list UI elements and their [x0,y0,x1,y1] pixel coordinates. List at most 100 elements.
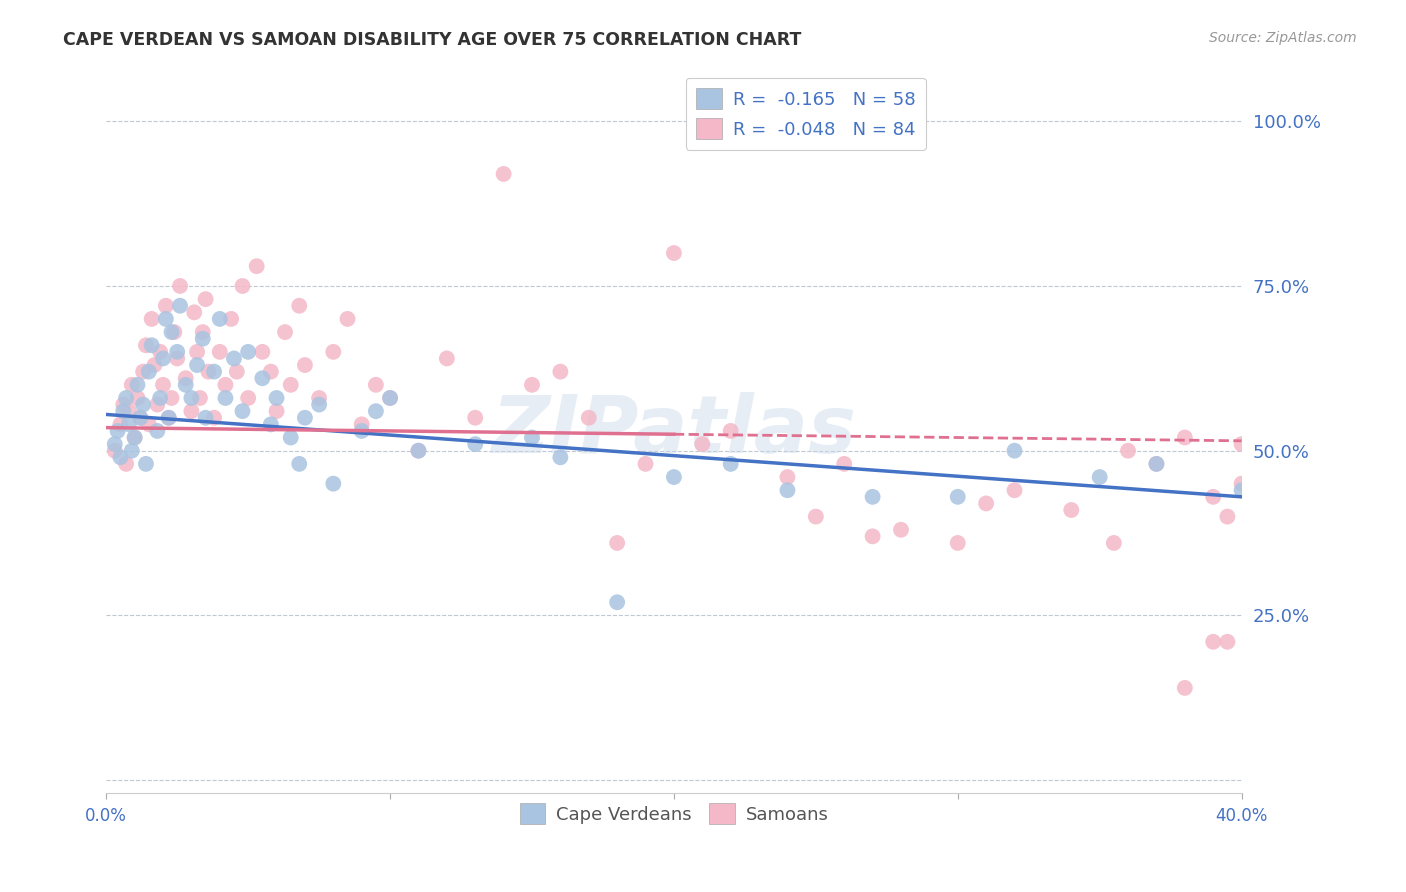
Point [1088,470,1111,484]
Point [378,391,401,405]
Point [1174,430,1197,444]
Point [197,365,219,379]
Point [1004,483,1026,498]
Point [166,351,188,366]
Point [118,417,141,432]
Point [280,377,302,392]
Point [1004,443,1026,458]
Point [214,391,236,405]
Point [138,417,160,432]
Point [804,509,827,524]
Point [225,365,247,379]
Point [662,470,685,484]
Point [862,490,884,504]
Point [288,299,311,313]
Point [606,595,628,609]
Point [322,476,344,491]
Point [308,398,330,412]
Point [132,365,155,379]
Point [236,344,259,359]
Point [720,457,742,471]
Point [436,351,458,366]
Point [124,430,146,444]
Point [1060,503,1083,517]
Point [183,305,205,319]
Point [208,344,231,359]
Point [246,259,269,273]
Point [1202,634,1225,648]
Point [180,404,202,418]
Point [1116,443,1139,458]
Point [202,365,225,379]
Point [157,410,180,425]
Point [662,246,685,260]
Point [186,358,208,372]
Point [214,377,236,392]
Point [832,457,855,471]
Point [141,338,163,352]
Point [191,325,214,339]
Point [155,299,177,313]
Point [236,391,259,405]
Point [274,325,297,339]
Point [163,325,186,339]
Point [520,377,543,392]
Point [1102,536,1125,550]
Point [464,410,486,425]
Point [252,344,274,359]
Point [294,358,316,372]
Point [104,437,127,451]
Point [690,437,713,451]
Text: ZIPatlas: ZIPatlas [492,392,856,470]
Point [166,344,188,359]
Point [129,410,152,425]
Point [194,410,217,425]
Point [188,391,211,405]
Point [1146,457,1168,471]
Point [974,496,997,510]
Point [138,365,160,379]
Point [152,377,174,392]
Point [260,365,283,379]
Point [169,279,191,293]
Point [1216,634,1239,648]
Point [946,490,969,504]
Point [180,391,202,405]
Point [946,536,969,550]
Point [194,292,217,306]
Point [174,377,197,392]
Point [890,523,912,537]
Point [550,450,572,465]
Point [1230,483,1253,498]
Point [266,391,288,405]
Point [208,312,231,326]
Point [112,398,135,412]
Point [112,404,135,418]
Point [720,424,742,438]
Point [107,424,129,438]
Point [280,430,302,444]
Point [1202,490,1225,504]
Point [464,437,486,451]
Point [364,404,387,418]
Point [252,371,274,385]
Text: CAPE VERDEAN VS SAMOAN DISABILITY AGE OVER 75 CORRELATION CHART: CAPE VERDEAN VS SAMOAN DISABILITY AGE OV… [63,31,801,49]
Point [141,312,163,326]
Point [115,391,138,405]
Point [550,365,572,379]
Point [288,457,311,471]
Point [160,325,183,339]
Point [152,351,174,366]
Point [110,450,132,465]
Point [520,430,543,444]
Point [492,167,515,181]
Point [378,391,401,405]
Point [862,529,884,543]
Point [606,536,628,550]
Point [776,470,799,484]
Point [186,344,208,359]
Point [202,410,225,425]
Point [121,443,143,458]
Point [294,410,316,425]
Point [127,377,149,392]
